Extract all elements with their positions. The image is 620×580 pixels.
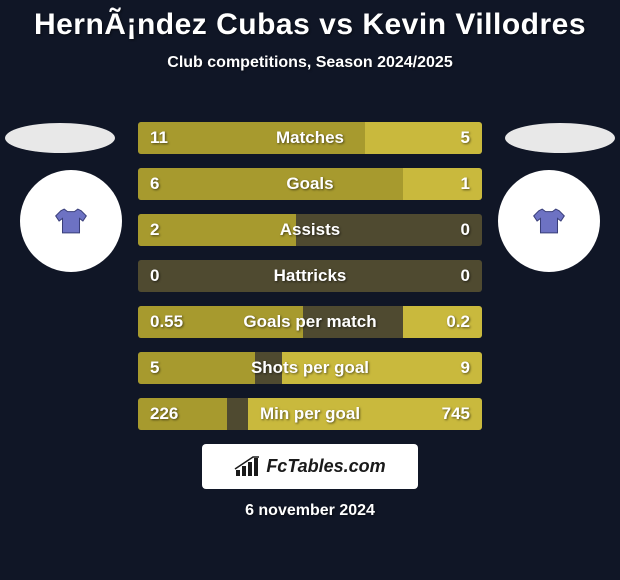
stat-row: 0Hattricks0 [138,260,482,292]
stat-label: Goals per match [138,312,482,332]
stat-label: Assists [138,220,482,240]
stat-value-right: 9 [461,358,470,378]
stat-row: 5Shots per goal9 [138,352,482,384]
stat-value-right: 0 [461,266,470,286]
stat-row: 11Matches5 [138,122,482,154]
stat-value-right: 745 [442,404,470,424]
stat-row: 0.55Goals per match0.2 [138,306,482,338]
stat-row: 6Goals1 [138,168,482,200]
player-ellipse-right [505,123,615,153]
stats-table: 11Matches56Goals12Assists00Hattricks00.5… [138,122,482,444]
jersey-icon [532,207,566,235]
stat-value-right: 1 [461,174,470,194]
subtitle: Club competitions, Season 2024/2025 [0,54,620,72]
stat-row: 226Min per goal745 [138,398,482,430]
stat-label: Goals [138,174,482,194]
chart-icon [234,456,260,478]
player-jersey-left [20,170,122,272]
player-jersey-right [498,170,600,272]
stat-row: 2Assists0 [138,214,482,246]
stat-label: Shots per goal [138,358,482,378]
brand-logo: FcTables.com [202,444,418,489]
player-ellipse-left [5,123,115,153]
stat-value-right: 5 [461,128,470,148]
jersey-icon [54,207,88,235]
stat-label: Matches [138,128,482,148]
date-label: 6 november 2024 [0,502,620,520]
stat-label: Hattricks [138,266,482,286]
stat-label: Min per goal [138,404,482,424]
page-title: HernÃ¡ndez Cubas vs Kevin Villodres [0,0,620,42]
stat-value-right: 0 [461,220,470,240]
stat-value-right: 0.2 [446,312,470,332]
brand-text: FcTables.com [266,456,385,477]
